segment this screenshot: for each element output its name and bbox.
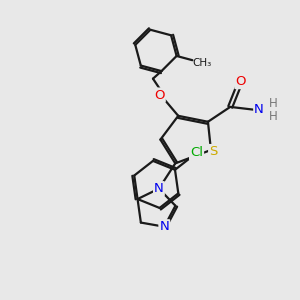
Text: N: N (154, 182, 164, 195)
Text: H: H (268, 110, 277, 123)
Text: Cl: Cl (190, 146, 203, 160)
Text: O: O (236, 75, 246, 88)
Text: N: N (159, 220, 169, 233)
Text: S: S (209, 145, 218, 158)
Text: O: O (154, 88, 165, 101)
Text: N: N (254, 103, 264, 116)
Text: H: H (268, 97, 277, 110)
Text: CH₃: CH₃ (193, 58, 212, 68)
